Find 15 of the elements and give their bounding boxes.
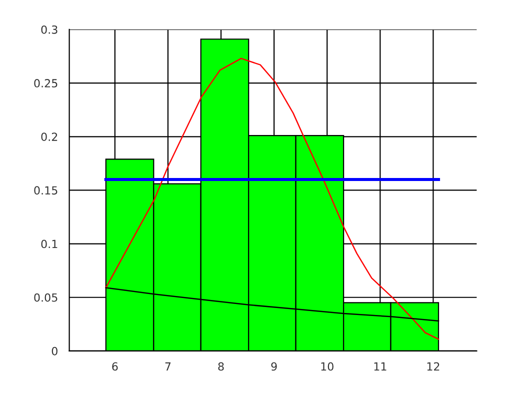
y-tick-label: 0.1 <box>41 240 58 248</box>
y-tick-label: 0.15 <box>34 186 58 195</box>
x-tick-label: 10 <box>321 362 334 371</box>
y-tick-label: 0.25 <box>34 79 58 88</box>
y-tick-label: 0.2 <box>41 132 58 142</box>
y-tick-label: 0.05 <box>34 293 58 302</box>
x-tick-label: 11 <box>374 362 386 371</box>
y-tick-label: 0 <box>52 346 58 356</box>
x-tick-label: 8 <box>218 362 224 371</box>
x-tick-label: 7 <box>165 362 171 371</box>
x-tick-label: 12 <box>427 362 440 371</box>
line-series <box>105 58 440 340</box>
y-tick-label: 0.3 <box>41 25 58 34</box>
x-tick-label: 6 <box>112 362 118 371</box>
x-tick-label: 9 <box>271 362 277 371</box>
